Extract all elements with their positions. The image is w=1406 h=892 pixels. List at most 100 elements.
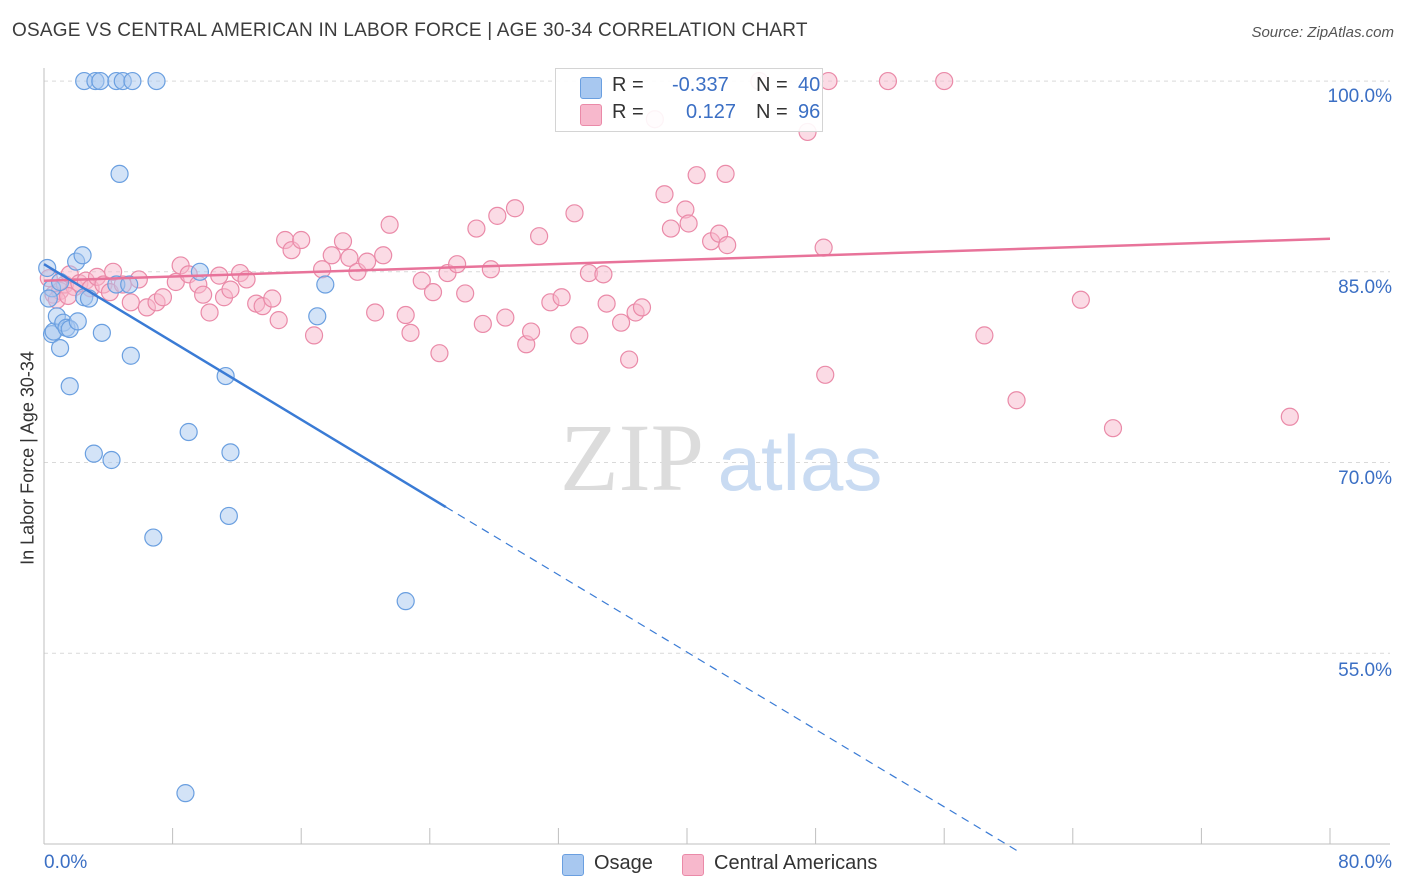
central-trend-line — [43, 237, 1331, 282]
central-american-point — [570, 326, 589, 345]
x-tick-label-max: 80.0% — [1338, 852, 1392, 873]
osage-point — [219, 506, 238, 526]
central-american-point — [1071, 290, 1090, 309]
central-american-point — [716, 164, 735, 183]
central-american-point — [380, 215, 399, 234]
central-american-point — [481, 260, 500, 279]
central-american-point — [153, 288, 173, 307]
osage-point — [91, 71, 110, 91]
central-swatch — [580, 104, 602, 126]
r-value: -0.337 — [672, 74, 729, 96]
central-american-point — [263, 289, 282, 308]
central-american-point — [814, 238, 833, 257]
central-american-point — [1280, 407, 1299, 426]
r-label: R = — [612, 74, 644, 96]
legend-label: Central Americans — [714, 852, 878, 874]
bottom-legend-osage: Osage — [562, 852, 672, 878]
osage-trend-line — [43, 263, 447, 509]
central-american-point — [1007, 391, 1026, 410]
central-american-point — [496, 308, 515, 327]
osage-swatch — [580, 77, 602, 99]
watermark-zip: ZIP — [560, 404, 704, 511]
chart-title: OSAGE VS CENTRAL AMERICAN IN LABOR FORCE… — [12, 20, 808, 41]
osage-point — [84, 444, 103, 463]
stats-legend: R = -0.337 N = 40 R = 0.127 N = 96 — [555, 68, 823, 132]
central-american-point — [412, 271, 431, 290]
central-american-point — [505, 199, 525, 218]
central-american-point — [194, 285, 213, 304]
source-credit: Source: ZipAtlas.com — [1251, 24, 1394, 41]
legend-label: Osage — [594, 852, 653, 874]
osage-point — [147, 71, 166, 91]
central-american-point — [620, 350, 639, 369]
n-value: 40 — [798, 74, 821, 96]
central-american-point — [679, 214, 698, 233]
y-tick-label: 85.0% — [1338, 277, 1392, 298]
n-value: 96 — [798, 101, 821, 123]
central-american-point — [396, 305, 415, 325]
central-american-point — [456, 284, 475, 303]
central-american-point — [121, 293, 140, 312]
central-american-point — [1103, 419, 1123, 438]
central-american-point — [878, 71, 898, 91]
r-label: R = — [612, 101, 644, 123]
central-american-point — [430, 344, 449, 363]
central-american-point — [565, 204, 584, 223]
central-american-point — [473, 314, 492, 334]
r-value: 0.127 — [686, 101, 737, 123]
central-american-point — [816, 365, 835, 384]
central-american-point — [423, 283, 443, 302]
central-american-point — [333, 232, 353, 251]
central-american-point — [269, 311, 288, 330]
osage-point — [190, 262, 210, 281]
central-american-point — [221, 280, 240, 299]
osage-point — [179, 422, 198, 442]
central-american-point — [611, 313, 631, 332]
osage-trend-extension — [445, 506, 1017, 851]
central-american-point — [597, 294, 616, 313]
central-american-point — [488, 206, 507, 225]
central-american-point — [401, 323, 420, 342]
osage-point — [60, 377, 79, 396]
legend-row-osage: R = -0.337 N = 40 — [580, 74, 820, 100]
y-tick-label: 100.0% — [1327, 86, 1392, 107]
central-american-point — [552, 288, 571, 307]
y-tick-label: 70.0% — [1338, 468, 1392, 489]
x-tick-label-min: 0.0% — [44, 852, 88, 873]
central-american-point — [661, 219, 681, 238]
legend-row-central: R = 0.127 N = 96 — [580, 101, 820, 127]
central-american-point — [521, 322, 541, 341]
osage-point — [50, 338, 70, 358]
osage-point — [68, 312, 87, 331]
central-american-point — [358, 252, 377, 271]
osage-points — [38, 71, 415, 803]
osage-point — [39, 289, 58, 308]
osage-point — [123, 71, 142, 91]
central-american-point — [200, 303, 219, 322]
osage-point — [102, 450, 121, 470]
osage-point — [110, 164, 129, 183]
central-american-point — [687, 166, 706, 185]
osage-point — [308, 307, 327, 326]
osage-point — [120, 275, 139, 294]
osage-point — [176, 784, 195, 803]
trend-lines — [43, 237, 1331, 851]
central-american-point — [340, 248, 359, 267]
n-label: N = — [756, 101, 788, 123]
central-american-point — [374, 246, 393, 265]
osage-point — [316, 275, 335, 294]
watermark: ZIP atlas — [560, 404, 882, 511]
central-american-point — [975, 326, 994, 345]
y-tick-label: 55.0% — [1338, 660, 1392, 681]
osage-point — [144, 528, 163, 547]
central-american-point — [304, 326, 324, 345]
central-american-point — [718, 236, 737, 255]
central-american-point — [935, 71, 954, 91]
osage-point — [92, 323, 111, 342]
central-american-point — [467, 219, 486, 238]
central-american-point — [530, 227, 549, 246]
osage-swatch — [562, 854, 584, 876]
central-american-point — [448, 255, 467, 274]
central-american-point — [632, 298, 652, 317]
